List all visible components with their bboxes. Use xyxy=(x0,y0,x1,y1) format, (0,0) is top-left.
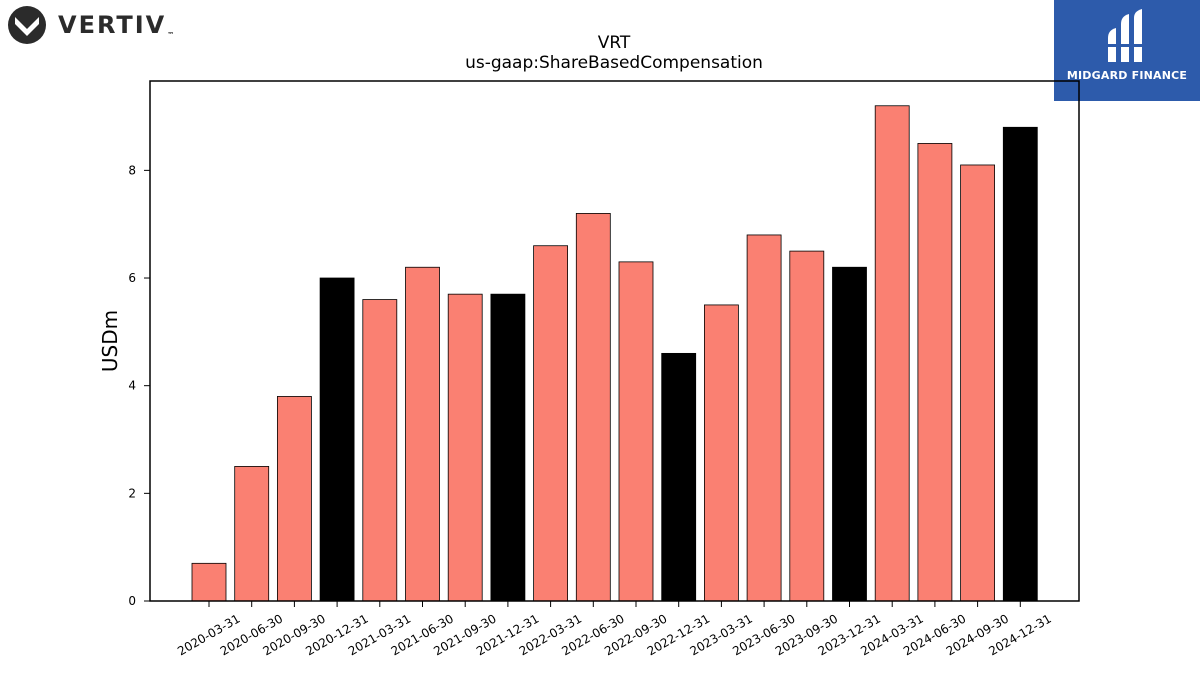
y-tick-label: 0 xyxy=(128,594,136,608)
bar-2023-06-30 xyxy=(746,234,782,602)
midgard-finance-wordmark: MIDGARD FINANCE xyxy=(1066,69,1188,82)
bar-2021-09-30 xyxy=(447,293,483,602)
y-axis-label: USDm xyxy=(98,310,122,372)
bar-2022-03-31 xyxy=(533,245,568,602)
bar-2024-09-30 xyxy=(960,164,995,602)
vertiv-wordmark: VERTIV™ xyxy=(58,11,175,39)
bar-2023-03-31 xyxy=(704,304,739,602)
y-axis: 0 2 4 6 8 xyxy=(128,163,150,608)
y-tick-label: 4 xyxy=(128,379,136,393)
midgard-finance-logo: MIDGARD FINANCE xyxy=(1054,0,1200,101)
bar-2022-06-30 xyxy=(575,213,611,602)
bar-2020-12-31 xyxy=(319,277,355,602)
y-tick-label: 6 xyxy=(128,271,136,285)
vertiv-logo: VERTIV™ xyxy=(8,6,174,44)
bar-2022-12-31 xyxy=(661,352,697,602)
y-tick-label: 2 xyxy=(128,486,136,500)
y-tick-label: 8 xyxy=(128,163,136,177)
midgard-logo-icon xyxy=(1108,9,1142,62)
bar-2020-06-30 xyxy=(234,466,270,602)
bar-2024-06-30 xyxy=(917,143,953,602)
chart-title: VRT xyxy=(598,33,631,53)
bar-2021-06-30 xyxy=(405,266,440,602)
plot-frame xyxy=(149,80,1080,602)
bar-series xyxy=(191,105,1038,602)
bar-2020-03-31 xyxy=(191,562,227,602)
x-axis: 2020-03-312020-06-302020-09-302020-12-31… xyxy=(175,601,1054,658)
bar-2024-03-31 xyxy=(874,105,910,602)
bar-2024-12-31 xyxy=(1002,126,1038,602)
bar-2023-12-31 xyxy=(832,266,867,602)
chart-subtitle: us-gaap:ShareBasedCompensation xyxy=(465,53,763,73)
bar-2021-03-31 xyxy=(362,299,398,602)
bar-2022-09-30 xyxy=(618,261,654,602)
bar-2020-09-30 xyxy=(276,396,312,602)
bar-2021-12-31 xyxy=(490,293,526,602)
vertiv-logo-icon xyxy=(8,6,46,44)
bar-2023-09-30 xyxy=(789,250,825,602)
